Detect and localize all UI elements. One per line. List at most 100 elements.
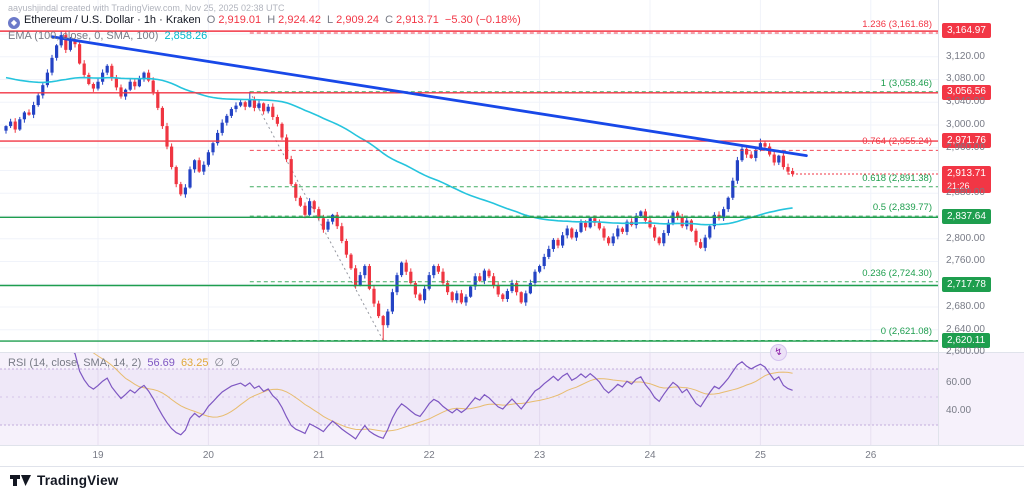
- candle-body: [64, 35, 68, 50]
- candle-body: [492, 276, 496, 286]
- candlestick: [570, 227, 574, 240]
- rsi-ma-line[interactable]: [75, 352, 793, 432]
- candle-body: [386, 311, 390, 326]
- candle-body: [160, 107, 164, 127]
- candle-body: [335, 214, 339, 227]
- candlestick: [188, 166, 192, 189]
- candle-body: [689, 220, 693, 231]
- candle-body: [791, 171, 795, 175]
- open-label: O: [206, 14, 216, 26]
- candle-body: [749, 154, 753, 158]
- candle-body: [446, 283, 450, 293]
- candlestick: [266, 103, 270, 114]
- rsi-ma-value: 63.25: [180, 357, 209, 369]
- symbol-title[interactable]: Ethereum / U.S. Dollar · 1h · Kraken: [24, 14, 201, 26]
- candle-body: [363, 266, 367, 276]
- candlestick: [377, 300, 381, 319]
- candle-body: [188, 169, 192, 188]
- candlestick: [400, 261, 404, 278]
- candle-body: [657, 237, 661, 244]
- candlestick: [165, 122, 169, 150]
- candlestick: [27, 109, 31, 116]
- candle-body: [358, 275, 362, 286]
- candlestick: [303, 202, 307, 219]
- rsi-na-2: ∅: [230, 357, 240, 369]
- candlestick: [519, 291, 523, 304]
- candle-body: [735, 160, 739, 181]
- time-axis-label: 20: [202, 450, 214, 461]
- candle-body: [400, 262, 404, 276]
- candle-body: [427, 275, 431, 289]
- candle-body: [202, 164, 206, 172]
- candlestick: [160, 106, 164, 129]
- candle-body: [119, 87, 123, 97]
- candlestick: [441, 268, 445, 286]
- candle-body: [216, 132, 220, 144]
- candle-body: [211, 143, 215, 153]
- time-axis[interactable]: 19 20 21 22 23 24 25 26: [0, 445, 1024, 466]
- candlestick: [349, 253, 353, 270]
- candle-body: [317, 209, 321, 219]
- time-axis-label: 22: [423, 450, 435, 461]
- ema-title[interactable]: EMA (100, close, 0, SMA, 100): [8, 30, 159, 42]
- tradingview-logo-icon[interactable]: [10, 473, 32, 488]
- candle-body: [758, 143, 762, 150]
- candle-body: [349, 254, 353, 269]
- candle-body: [248, 99, 252, 107]
- candle-body: [285, 137, 289, 160]
- candle-body: [699, 242, 703, 248]
- candlestick: [469, 285, 473, 298]
- candlestick: [446, 280, 450, 295]
- rsi-flash-icon[interactable]: ↯: [770, 344, 787, 361]
- tradingview-logo-text[interactable]: TradingView: [37, 472, 119, 488]
- candlestick: [722, 206, 726, 221]
- candle-body: [478, 276, 482, 281]
- candle-body: [423, 288, 427, 301]
- candlestick: [220, 119, 224, 136]
- candlestick: [197, 157, 201, 173]
- candlestick: [239, 99, 243, 108]
- rsi-value: 56.69: [147, 357, 175, 369]
- candlestick: [294, 182, 298, 202]
- candlestick: [436, 263, 440, 274]
- candle-body: [455, 293, 459, 301]
- candlestick: [666, 219, 670, 236]
- candlestick: [64, 31, 68, 54]
- time-axis-label: 26: [865, 450, 877, 461]
- price-axis-label: 3,080.00: [946, 73, 985, 85]
- low-label: L: [327, 14, 334, 26]
- candlestick: [9, 118, 13, 129]
- candlestick: [128, 79, 132, 92]
- ema-line[interactable]: [5, 76, 793, 226]
- price-axis-label: 2,760.00: [946, 255, 985, 267]
- candlestick: [524, 290, 528, 306]
- candle-body: [676, 212, 680, 218]
- candle-body: [68, 39, 72, 50]
- candle-body: [390, 292, 394, 312]
- time-axis-label: 21: [313, 450, 325, 461]
- candle-body: [78, 44, 82, 64]
- rsi-chart-canvas[interactable]: [0, 352, 938, 445]
- candlestick: [229, 107, 233, 118]
- candle-body: [620, 228, 624, 232]
- candle-body: [413, 283, 417, 295]
- price-axis-label: 2,960.00: [946, 141, 985, 153]
- candlestick: [358, 271, 362, 287]
- candle-body: [55, 45, 59, 58]
- rsi-line[interactable]: [11, 352, 793, 440]
- price-axis[interactable]: 3,164.97 3,056.56 2,971.76 2,837.64 2,717.78…: [938, 0, 1024, 445]
- price-chart-canvas[interactable]: [0, 0, 938, 353]
- candle-body: [381, 316, 385, 326]
- trend-line[interactable]: [50, 35, 808, 158]
- candle-body: [726, 197, 730, 210]
- candle-body: [372, 288, 376, 304]
- candlestick: [142, 71, 146, 82]
- candle-body: [482, 270, 486, 281]
- candle-body: [367, 266, 371, 289]
- candlestick: [735, 156, 739, 184]
- candlestick: [496, 282, 500, 297]
- candlestick: [280, 122, 284, 140]
- rsi-title[interactable]: RSI (14, close, SMA, 14, 2): [8, 357, 142, 369]
- candle-body: [289, 159, 293, 185]
- pane-separator[interactable]: [0, 352, 1024, 353]
